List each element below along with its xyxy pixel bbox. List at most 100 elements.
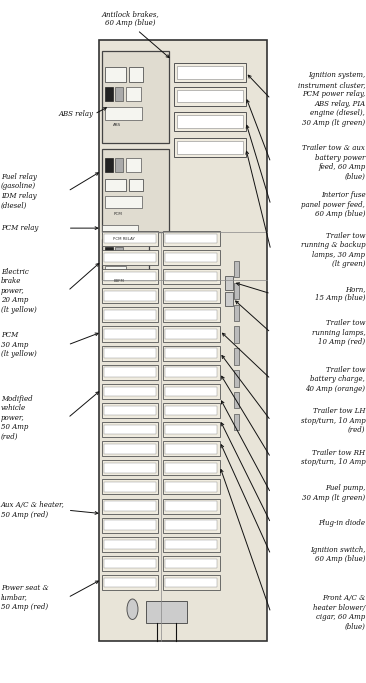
Bar bbox=[146, 601, 187, 623]
Circle shape bbox=[127, 599, 138, 619]
Bar bbox=[115, 158, 123, 172]
Bar bbox=[104, 310, 156, 320]
Bar bbox=[102, 479, 158, 494]
Text: Fuel pump,
30 Amp (lt green): Fuel pump, 30 Amp (lt green) bbox=[302, 484, 365, 502]
Text: Antilock brakes,
60 Amp (blue): Antilock brakes, 60 Amp (blue) bbox=[101, 10, 159, 27]
Bar bbox=[165, 291, 217, 301]
Text: PCM relay: PCM relay bbox=[1, 224, 38, 232]
Bar bbox=[174, 63, 246, 82]
Bar bbox=[165, 367, 217, 377]
Bar bbox=[177, 66, 243, 79]
Text: PCM RELAY: PCM RELAY bbox=[113, 237, 135, 241]
Bar bbox=[102, 239, 149, 280]
Bar bbox=[165, 578, 217, 587]
Bar bbox=[105, 107, 142, 120]
Bar bbox=[163, 403, 220, 418]
Bar bbox=[165, 310, 217, 320]
Bar bbox=[165, 540, 217, 549]
Bar bbox=[165, 482, 217, 492]
Bar bbox=[129, 67, 143, 82]
Bar bbox=[126, 87, 141, 101]
Bar bbox=[104, 463, 156, 473]
Bar bbox=[102, 556, 158, 571]
Bar bbox=[163, 326, 220, 342]
Bar bbox=[102, 346, 158, 361]
Bar bbox=[163, 269, 220, 284]
Bar bbox=[102, 149, 169, 232]
Bar bbox=[165, 329, 217, 339]
Bar bbox=[102, 403, 158, 418]
Bar bbox=[163, 365, 220, 380]
Bar bbox=[104, 348, 156, 358]
Text: Horn,
15 Amp (blue): Horn, 15 Amp (blue) bbox=[315, 285, 365, 303]
Bar bbox=[165, 234, 217, 243]
Bar bbox=[105, 67, 126, 82]
Bar bbox=[165, 348, 217, 358]
Bar bbox=[104, 329, 156, 339]
Bar bbox=[104, 559, 156, 568]
Bar bbox=[163, 441, 220, 456]
Bar bbox=[163, 460, 220, 475]
Bar bbox=[102, 518, 158, 533]
Bar bbox=[163, 518, 220, 533]
Bar bbox=[99, 40, 267, 641]
Bar bbox=[102, 225, 138, 234]
Bar bbox=[104, 272, 156, 281]
Text: Trailer tow
running & backup
lamps, 30 Amp
(lt green): Trailer tow running & backup lamps, 30 A… bbox=[300, 232, 365, 268]
Bar bbox=[165, 559, 217, 568]
Bar bbox=[234, 283, 239, 299]
Text: Interior fuse
panel power feed,
60 Amp (blue): Interior fuse panel power feed, 60 Amp (… bbox=[301, 191, 365, 219]
Bar bbox=[174, 112, 246, 131]
Bar bbox=[104, 501, 156, 511]
Bar bbox=[163, 288, 220, 303]
Bar bbox=[102, 575, 158, 590]
Bar bbox=[163, 346, 220, 361]
Bar bbox=[177, 90, 243, 102]
Bar bbox=[102, 269, 158, 284]
Bar bbox=[174, 87, 246, 106]
Text: Electric
brake
power,
20 Amp
(lt yellow): Electric brake power, 20 Amp (lt yellow) bbox=[1, 268, 37, 314]
Text: PCM: PCM bbox=[113, 212, 122, 216]
Bar bbox=[104, 540, 156, 549]
Bar bbox=[102, 326, 158, 342]
Text: PCM
30 Amp
(lt yellow): PCM 30 Amp (lt yellow) bbox=[1, 331, 37, 359]
Text: Trailer tow & aux
battery power
feed, 60 Amp
(blue): Trailer tow & aux battery power feed, 60… bbox=[302, 144, 365, 181]
Bar bbox=[225, 276, 233, 290]
Bar bbox=[104, 234, 156, 243]
Bar bbox=[163, 479, 220, 494]
Text: Trailer tow
battery charge,
40 Amp (orange): Trailer tow battery charge, 40 Amp (oran… bbox=[305, 365, 365, 393]
Text: Ignition system,
instrument cluster,
PCM power relay,
ABS relay, PIA
engine (die: Ignition system, instrument cluster, PCM… bbox=[298, 71, 365, 127]
Bar bbox=[163, 499, 220, 514]
Bar bbox=[105, 179, 126, 191]
Text: Power seat &
lumbar,
50 Amp (red): Power seat & lumbar, 50 Amp (red) bbox=[1, 584, 48, 611]
Bar bbox=[163, 384, 220, 399]
Bar bbox=[102, 422, 158, 437]
Bar bbox=[102, 384, 158, 399]
Bar bbox=[115, 247, 123, 261]
Bar bbox=[104, 520, 156, 530]
Bar bbox=[234, 392, 239, 408]
Bar bbox=[163, 231, 220, 246]
Bar bbox=[104, 425, 156, 434]
Bar bbox=[105, 266, 126, 277]
Bar bbox=[102, 51, 169, 143]
Bar bbox=[105, 196, 142, 208]
Text: Fuel relay
(gasoline)
IDM relay
(diesel): Fuel relay (gasoline) IDM relay (diesel) bbox=[1, 173, 37, 210]
Bar bbox=[225, 292, 233, 306]
Text: Trailer tow LH
stop/turn, 10 Amp
(red): Trailer tow LH stop/turn, 10 Amp (red) bbox=[300, 407, 365, 434]
Bar bbox=[104, 406, 156, 415]
Bar bbox=[102, 288, 158, 303]
Bar bbox=[102, 307, 158, 322]
Text: ABS: ABS bbox=[113, 123, 122, 127]
Text: Ignition switch,
60 Amp (blue): Ignition switch, 60 Amp (blue) bbox=[310, 546, 365, 563]
Bar bbox=[234, 414, 239, 430]
Bar bbox=[105, 247, 113, 261]
Bar bbox=[102, 250, 158, 265]
Bar bbox=[234, 261, 239, 277]
Bar bbox=[102, 441, 158, 456]
Bar bbox=[165, 520, 217, 530]
Bar bbox=[165, 253, 217, 262]
Bar bbox=[104, 444, 156, 454]
Bar bbox=[104, 291, 156, 301]
Bar bbox=[174, 138, 246, 157]
